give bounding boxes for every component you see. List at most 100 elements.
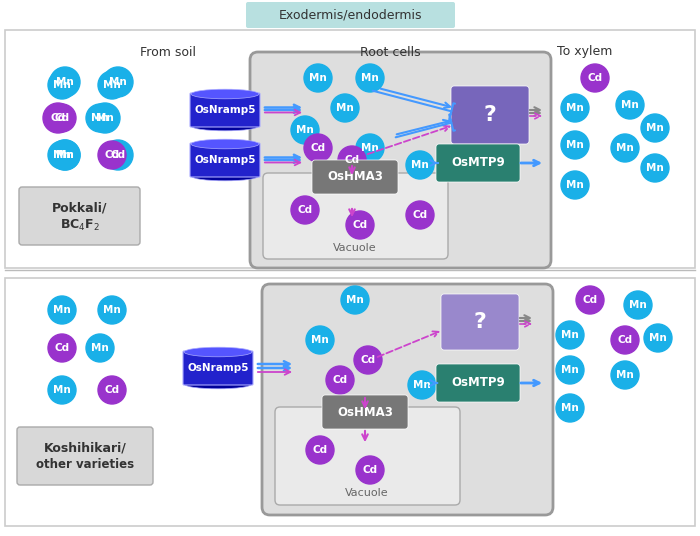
Text: OsHMA3: OsHMA3 (327, 170, 383, 183)
Text: OsNramp5: OsNramp5 (195, 155, 256, 165)
FancyBboxPatch shape (312, 160, 398, 194)
Ellipse shape (184, 347, 252, 357)
Text: Mn: Mn (361, 73, 379, 83)
Circle shape (43, 103, 73, 133)
Ellipse shape (191, 139, 259, 149)
FancyBboxPatch shape (183, 351, 253, 385)
Text: Mn: Mn (336, 103, 354, 113)
Text: Koshihikari/: Koshihikari/ (43, 442, 127, 455)
Text: OsMTP9: OsMTP9 (451, 376, 505, 390)
Circle shape (304, 134, 332, 162)
Circle shape (48, 71, 76, 99)
Text: Mn: Mn (561, 403, 579, 413)
Circle shape (406, 201, 434, 229)
Text: Mn: Mn (621, 100, 639, 110)
Text: Pokkali/: Pokkali/ (52, 202, 108, 214)
FancyBboxPatch shape (322, 395, 408, 429)
Text: ?: ? (484, 105, 496, 125)
Circle shape (338, 146, 366, 174)
Circle shape (346, 211, 374, 239)
Text: Cd: Cd (111, 150, 125, 160)
Circle shape (48, 104, 76, 132)
Text: Mn: Mn (103, 305, 121, 315)
Text: Root cells: Root cells (360, 46, 420, 58)
Text: Cd: Cd (412, 210, 428, 220)
Circle shape (50, 67, 80, 97)
Circle shape (48, 376, 76, 404)
Text: Mn: Mn (91, 113, 109, 123)
Text: Mn: Mn (649, 333, 667, 343)
Text: Mn: Mn (53, 385, 71, 395)
Circle shape (356, 456, 384, 484)
Circle shape (90, 103, 120, 133)
Circle shape (644, 324, 672, 352)
Circle shape (616, 91, 644, 119)
Circle shape (304, 64, 332, 92)
FancyBboxPatch shape (190, 143, 260, 177)
Text: Mn: Mn (91, 343, 109, 353)
Text: Cd: Cd (617, 335, 633, 345)
Text: Mn: Mn (566, 103, 584, 113)
Circle shape (611, 326, 639, 354)
Circle shape (556, 394, 584, 422)
Text: Mn: Mn (109, 77, 127, 87)
FancyBboxPatch shape (246, 2, 455, 28)
Circle shape (576, 286, 604, 314)
FancyBboxPatch shape (441, 294, 519, 350)
Circle shape (103, 140, 133, 170)
Circle shape (86, 104, 114, 132)
Circle shape (356, 134, 384, 162)
Circle shape (341, 286, 369, 314)
FancyBboxPatch shape (17, 427, 153, 485)
Circle shape (624, 291, 652, 319)
FancyBboxPatch shape (19, 187, 140, 245)
FancyBboxPatch shape (5, 30, 695, 268)
Circle shape (98, 296, 126, 324)
Text: To xylem: To xylem (557, 46, 612, 58)
Circle shape (98, 376, 126, 404)
Text: Mn: Mn (566, 140, 584, 150)
Text: Mn: Mn (53, 150, 71, 160)
FancyBboxPatch shape (436, 144, 520, 182)
Circle shape (48, 334, 76, 362)
Circle shape (50, 140, 80, 170)
Circle shape (103, 67, 133, 97)
Text: other varieties: other varieties (36, 458, 134, 472)
Text: Mn: Mn (561, 330, 579, 340)
Text: Mn: Mn (616, 143, 634, 153)
Text: Mn: Mn (56, 77, 74, 87)
Text: Cd: Cd (363, 465, 377, 475)
Circle shape (48, 296, 76, 324)
Text: Mn: Mn (53, 80, 71, 90)
Ellipse shape (191, 89, 259, 99)
Circle shape (581, 64, 609, 92)
Circle shape (306, 436, 334, 464)
Text: ?: ? (474, 312, 486, 332)
Ellipse shape (191, 171, 259, 181)
Text: Cd: Cd (310, 143, 326, 153)
Text: Vacuole: Vacuole (333, 243, 377, 253)
Ellipse shape (184, 379, 252, 389)
Text: OsNramp5: OsNramp5 (195, 105, 256, 115)
Circle shape (98, 141, 126, 169)
Text: Cd: Cd (352, 220, 368, 230)
Text: Cd: Cd (104, 150, 120, 160)
Text: Mn: Mn (646, 163, 664, 173)
FancyBboxPatch shape (263, 173, 448, 259)
Text: Mn: Mn (96, 113, 114, 123)
Text: Mn: Mn (646, 123, 664, 133)
Text: Cd: Cd (55, 113, 69, 123)
Text: Mn: Mn (53, 305, 71, 315)
Ellipse shape (191, 121, 259, 131)
Circle shape (556, 321, 584, 349)
Text: Mn: Mn (346, 295, 364, 305)
Text: BC$_4$F$_2$: BC$_4$F$_2$ (60, 218, 100, 233)
FancyBboxPatch shape (250, 52, 551, 268)
Text: Cd: Cd (104, 385, 120, 395)
Text: Mn: Mn (561, 365, 579, 375)
Circle shape (98, 71, 126, 99)
Circle shape (556, 356, 584, 384)
Circle shape (561, 94, 589, 122)
Text: Mn: Mn (616, 370, 634, 380)
Text: Cd: Cd (50, 113, 66, 123)
